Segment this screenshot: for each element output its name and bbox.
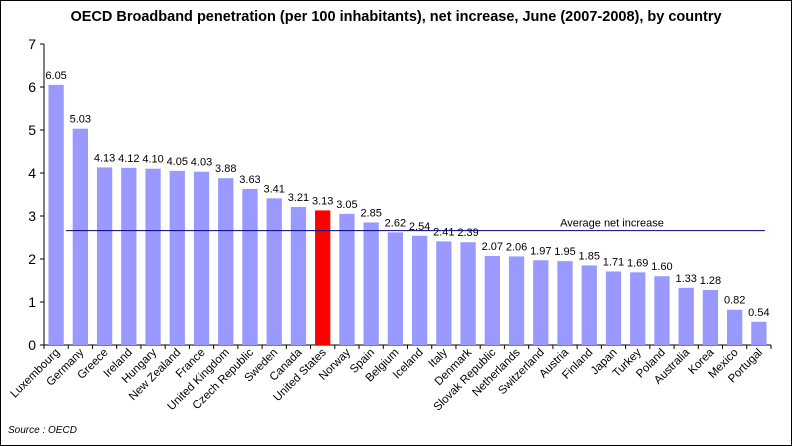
bar bbox=[121, 167, 137, 345]
value-label: 1.97 bbox=[530, 245, 551, 257]
value-label: 1.60 bbox=[651, 261, 672, 273]
bar bbox=[266, 198, 282, 345]
bar bbox=[290, 206, 307, 345]
value-label: 4.12 bbox=[118, 153, 139, 165]
value-label: 3.41 bbox=[264, 183, 285, 195]
bar bbox=[48, 84, 64, 345]
chart-title: OECD Broadband penetration (per 100 inha… bbox=[70, 9, 722, 25]
value-label: 2.06 bbox=[506, 241, 527, 253]
bar bbox=[387, 232, 404, 345]
value-label: 2.62 bbox=[385, 217, 406, 229]
value-label: 3.05 bbox=[336, 199, 357, 211]
value-label: 5.03 bbox=[70, 114, 91, 126]
bar bbox=[145, 168, 161, 345]
value-label: 1.33 bbox=[675, 273, 696, 285]
bar bbox=[169, 170, 185, 345]
average-label: Average net increase bbox=[560, 218, 664, 230]
value-label: 1.95 bbox=[554, 246, 575, 258]
value-label: 2.41 bbox=[433, 226, 454, 238]
value-label: 1.69 bbox=[627, 257, 648, 269]
bar bbox=[533, 260, 549, 345]
value-label: 3.21 bbox=[288, 192, 309, 204]
value-label: 4.03 bbox=[191, 157, 212, 169]
bar bbox=[484, 255, 500, 345]
bar bbox=[557, 261, 573, 345]
y-tick-label: 2 bbox=[28, 251, 36, 267]
y-tick-label: 5 bbox=[28, 122, 36, 138]
value-label: 6.05 bbox=[45, 70, 66, 82]
bar bbox=[678, 287, 694, 345]
bar bbox=[339, 213, 355, 345]
bar bbox=[581, 265, 597, 345]
y-tick-label: 6 bbox=[28, 79, 36, 95]
value-label: 2.39 bbox=[457, 227, 478, 239]
value-label: 4.10 bbox=[142, 154, 163, 166]
value-label: 0.82 bbox=[724, 295, 745, 307]
bar bbox=[315, 210, 331, 345]
value-label: 1.28 bbox=[700, 275, 721, 287]
bar bbox=[702, 289, 719, 345]
y-tick-label: 7 bbox=[28, 36, 36, 52]
y-tick-label: 1 bbox=[28, 294, 36, 310]
bar bbox=[193, 171, 210, 345]
value-label: 3.88 bbox=[215, 163, 236, 175]
value-label: 4.05 bbox=[167, 156, 188, 168]
value-label: 2.07 bbox=[482, 241, 503, 253]
bar bbox=[72, 128, 88, 345]
bar bbox=[363, 222, 379, 345]
bar bbox=[727, 309, 743, 345]
bar bbox=[654, 276, 670, 345]
value-label: 1.85 bbox=[579, 250, 600, 262]
bar bbox=[460, 242, 476, 345]
value-label: 4.13 bbox=[94, 152, 115, 164]
bar bbox=[751, 321, 767, 345]
bar bbox=[242, 188, 258, 345]
value-label: 1.71 bbox=[603, 256, 624, 268]
bar bbox=[96, 167, 113, 345]
bar bbox=[411, 235, 428, 345]
bar bbox=[218, 178, 234, 345]
value-label: 0.54 bbox=[748, 307, 769, 319]
y-tick-label: 4 bbox=[28, 165, 36, 181]
bar bbox=[436, 241, 452, 345]
value-label: 3.13 bbox=[312, 195, 333, 207]
y-tick-label: 0 bbox=[28, 337, 36, 353]
value-label: 2.54 bbox=[409, 221, 430, 233]
bar bbox=[508, 256, 525, 345]
value-label: 3.63 bbox=[239, 174, 260, 186]
source-note: Source : OECD bbox=[8, 425, 77, 436]
bar bbox=[605, 271, 622, 345]
bar bbox=[630, 272, 646, 345]
value-label: 2.85 bbox=[360, 207, 381, 219]
y-tick-label: 3 bbox=[28, 208, 36, 224]
